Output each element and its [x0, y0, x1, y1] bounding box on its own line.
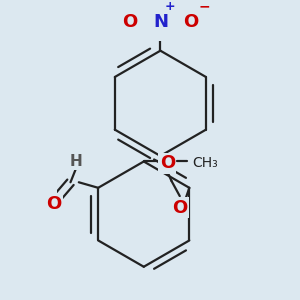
Text: +: + — [165, 0, 176, 13]
Text: O: O — [172, 199, 188, 217]
Text: H: H — [70, 154, 83, 169]
Text: O: O — [122, 13, 137, 31]
Text: O: O — [160, 154, 175, 172]
Text: CH₃: CH₃ — [192, 156, 218, 170]
Text: −: − — [199, 0, 211, 14]
Text: O: O — [183, 13, 199, 31]
Text: O: O — [46, 195, 62, 213]
Text: N: N — [153, 13, 168, 31]
